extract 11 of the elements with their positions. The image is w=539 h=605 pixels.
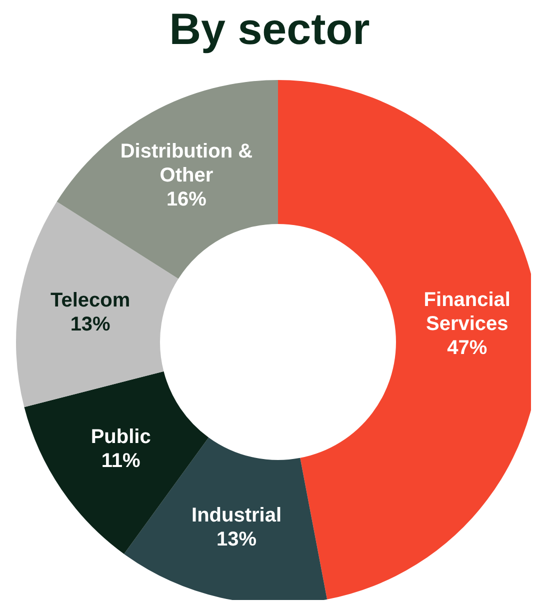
chart-title: By sector <box>168 5 371 56</box>
data-label: 16% <box>166 188 207 210</box>
data-label: 11% <box>101 450 141 472</box>
data-label: 13% <box>216 528 257 550</box>
slice-label: Distribution & Other <box>120 140 253 186</box>
slice-label: Financial Services <box>424 289 511 336</box>
slice-label: Public <box>90 426 151 448</box>
data-label: 13% <box>70 313 111 336</box>
slice-label: Telecom <box>50 289 130 312</box>
slice-label: Industrial <box>192 504 282 526</box>
data-label: 47% <box>447 337 488 360</box>
